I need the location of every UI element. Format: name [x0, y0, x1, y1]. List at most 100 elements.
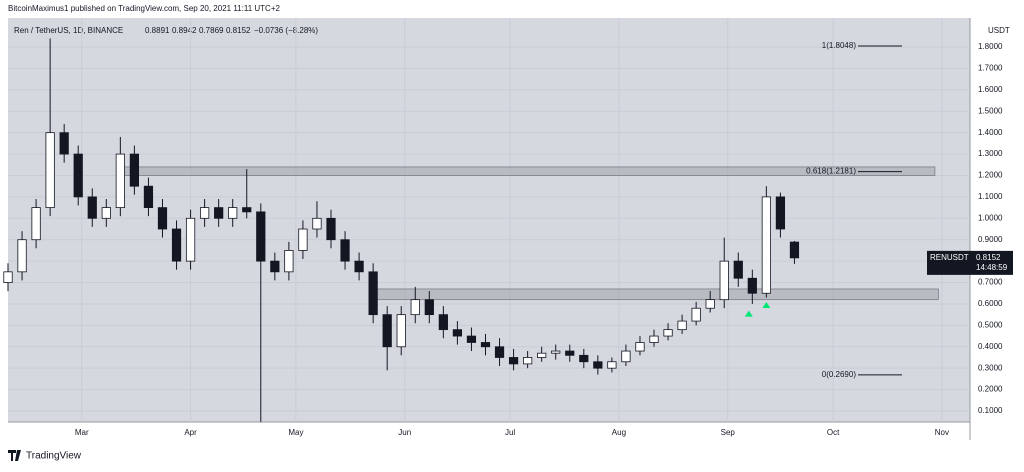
marker — [762, 302, 771, 309]
candle-body — [494, 346, 505, 358]
candle-body — [382, 314, 392, 348]
candle-body — [115, 153, 125, 209]
candle-body — [775, 196, 786, 230]
logo — [8, 450, 21, 461]
publisher: BitcoinMaximus1 published on TradingView… — [8, 4, 280, 13]
y-tick-label: 1.0000 — [978, 213, 1003, 222]
candle-body — [284, 250, 294, 273]
candle-body — [663, 329, 673, 337]
candle-body — [635, 342, 645, 352]
y-tick-label: 1.7000 — [978, 64, 1003, 73]
change: −0.0736 (−8.28%) — [254, 26, 318, 35]
candle-body — [480, 342, 491, 348]
candle-body — [747, 277, 757, 294]
candle-body — [45, 132, 55, 209]
x-tick-label: Sep — [721, 428, 736, 437]
ohlc-low: 0.7869 — [199, 26, 224, 35]
y-tick-label: 0.4000 — [978, 342, 1003, 351]
candle-body — [733, 260, 743, 279]
y-tick-label: 1.8000 — [978, 42, 1003, 51]
x-tick-label: Jul — [505, 428, 515, 437]
candle-body — [59, 132, 69, 155]
y-tick-label: 1.3000 — [978, 149, 1003, 158]
candle-body — [452, 329, 463, 337]
candle-body — [312, 217, 322, 230]
candle-body — [73, 153, 83, 198]
candle-body — [326, 217, 336, 241]
candle-body — [185, 217, 196, 262]
symbol: Ren / TetherUS, 1D, BINANCE — [14, 26, 123, 35]
candle-body — [537, 352, 547, 358]
y-tick-label: 0.9000 — [978, 235, 1003, 244]
y-tick-label: 1.2000 — [978, 171, 1003, 180]
y-tick-label: 0.3000 — [978, 363, 1003, 372]
candle-body — [396, 314, 406, 348]
x-tick-label: May — [288, 428, 303, 437]
candle-body — [143, 185, 154, 209]
y-tick-label: 1.5000 — [978, 106, 1003, 115]
y-tick-label: 0.6000 — [978, 299, 1003, 308]
candle-body — [466, 335, 477, 343]
candle-body — [424, 299, 434, 316]
candle-body — [157, 207, 168, 230]
x-tick-label: Nov — [935, 428, 949, 437]
ohlc-open: 0.8891 — [145, 26, 170, 35]
marker — [744, 310, 753, 317]
candle-body — [789, 241, 800, 259]
candle-body — [87, 196, 97, 219]
candle-body — [129, 153, 140, 187]
candle-body — [565, 350, 575, 356]
candle-body — [270, 260, 280, 273]
fib-label: 0(0.2690) — [822, 370, 857, 379]
candle-body — [649, 335, 659, 343]
candle-body — [101, 207, 111, 219]
y-tick-label: 0.5000 — [978, 320, 1003, 329]
ohlc-high: 0.8942 — [172, 26, 197, 35]
candle-body — [523, 357, 533, 365]
x-tick-label: Apr — [184, 428, 197, 437]
candle-body — [256, 211, 266, 262]
y-tick-label: 0.7000 — [978, 278, 1003, 287]
candle-body — [579, 354, 589, 363]
candle-body — [410, 299, 420, 316]
candle-body — [607, 361, 617, 369]
candle-body — [3, 271, 13, 283]
candle-body — [31, 207, 41, 241]
ohlc-close: 0.8152 — [226, 26, 251, 35]
candle-body — [677, 320, 687, 331]
candle-body — [242, 207, 252, 213]
candle-body — [621, 350, 631, 363]
candle-body — [691, 307, 701, 322]
zone — [376, 288, 939, 301]
candle-body — [17, 239, 27, 273]
candle-body — [368, 271, 378, 316]
candle-body — [199, 207, 210, 219]
candle-body — [438, 314, 448, 331]
fib-label: 0.618(1.2181) — [806, 167, 856, 176]
x-tick-label: Oct — [827, 428, 840, 437]
candle-body — [719, 260, 729, 301]
candle-body — [508, 357, 519, 365]
y-unit: USDT — [988, 26, 1010, 35]
price-tag-value: 0.8152 — [976, 253, 1001, 262]
y-tick-label: 1.6000 — [978, 85, 1003, 94]
price-tag-ticker: RENUSDT — [930, 253, 969, 262]
x-tick-label: Jun — [398, 428, 411, 437]
y-tick-label: 0.1000 — [978, 406, 1003, 415]
y-tick-label: 1.4000 — [978, 128, 1003, 137]
price-tag-countdown: 14:48:59 — [976, 263, 1008, 272]
candle-body — [171, 228, 182, 262]
x-tick-label: Mar — [75, 428, 89, 437]
candle-body — [593, 361, 603, 369]
candle-body — [298, 228, 308, 251]
candle-body — [761, 196, 771, 294]
price-tag-bg — [927, 250, 1013, 275]
candle-body — [214, 207, 224, 219]
candle-body — [354, 260, 364, 273]
x-tick-label: Aug — [612, 428, 626, 437]
fib-label: 1(1.8048) — [822, 41, 857, 50]
y-tick-label: 0.2000 — [978, 385, 1003, 394]
footer-brand: TradingView — [26, 451, 82, 462]
candle-body — [340, 239, 350, 262]
